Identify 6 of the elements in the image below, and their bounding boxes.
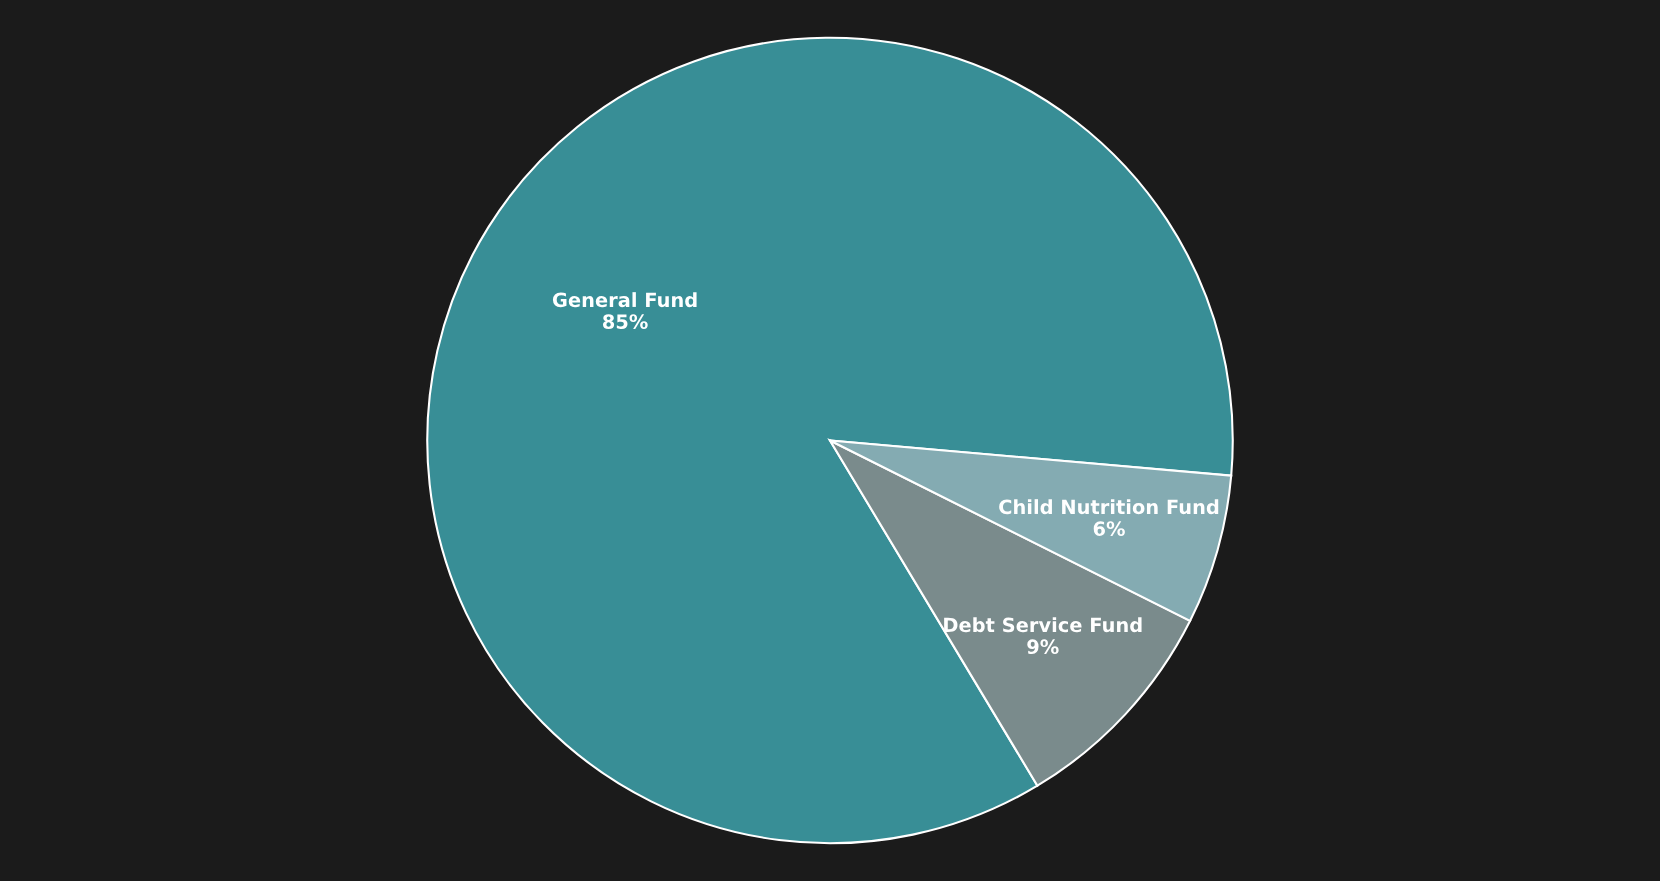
slice-label: General Fund [552, 292, 697, 308]
data-label: 85% [602, 314, 648, 329]
data-label: 6% [1093, 521, 1125, 536]
slice-label: Debt Service Fund [944, 617, 1142, 633]
data-label: 9% [1027, 639, 1059, 655]
slice-label: Child Nutrition Fund [999, 499, 1219, 515]
